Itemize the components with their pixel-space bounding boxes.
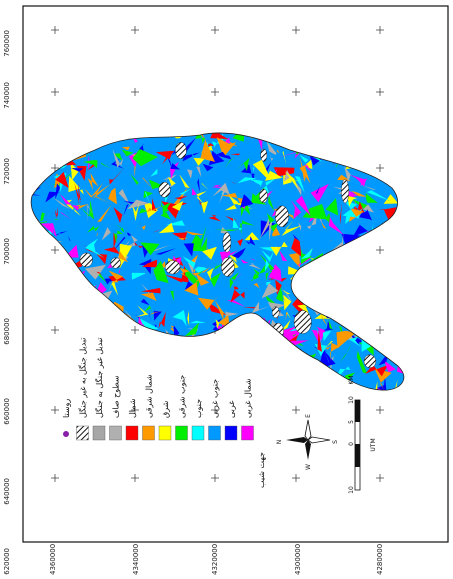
legend-label: تبدیل غیر جنگل به جنگل <box>94 338 104 419</box>
scale-tick: 10 <box>348 486 355 494</box>
legend-swatch <box>241 425 254 441</box>
x-axis-labels: 620000 640000 660000 680000 700000 72000… <box>3 30 11 575</box>
legend-item: غربی <box>224 401 238 441</box>
legend-label: جنوب <box>194 399 203 418</box>
legend-item: جنوب <box>191 399 205 441</box>
x-tick-label: 640000 <box>3 478 11 505</box>
legend-swatch <box>142 425 155 441</box>
legend-item: روستا <box>62 399 71 437</box>
y-tick-label: 4280000 <box>376 544 384 575</box>
compass-icon <box>286 437 308 443</box>
legend-swatch <box>208 425 221 441</box>
legend-label: شمال <box>128 398 137 418</box>
x-tick-label: 680000 <box>3 318 11 345</box>
scale-bar: 10 5 0 10 KM UTM <box>348 375 377 493</box>
legend-label: جنوب شرقی <box>178 375 187 418</box>
legend-swatch <box>175 425 188 441</box>
legend-swatch <box>158 425 172 441</box>
legend-item: سطوح صاف <box>109 375 122 441</box>
legend-item: شمال <box>125 398 139 441</box>
legend-swatch <box>92 425 106 441</box>
legend: جهت شیب روستا تبدیل جنگل به غیر جنگل تبدیل… <box>62 338 266 489</box>
east-label: E <box>305 414 312 418</box>
legend-label: شمال شرقی <box>145 374 154 418</box>
legend-swatch <box>63 431 69 437</box>
legend-swatch <box>191 425 205 441</box>
x-tick-label: 740000 <box>3 82 11 109</box>
y-axis-labels: 4360000 4340000 4320000 4300000 4280000 <box>49 544 384 575</box>
y-tick-label: 4340000 <box>132 544 140 575</box>
legend-title: جهت شیب <box>257 452 266 488</box>
legend-label: غربی <box>227 401 236 419</box>
y-tick-label: 4300000 <box>294 544 302 575</box>
x-tick-label: 620000 <box>3 548 11 575</box>
legend-item: جنوب شرقی <box>175 375 188 441</box>
north-label: N <box>276 440 283 445</box>
legend-item: تبدیل غیر جنگل به جنگل <box>92 338 106 441</box>
legend-label: جنوب غربی <box>211 379 220 418</box>
legend-item: جنوب غربی <box>208 379 221 441</box>
legend-label: شمال غربی <box>244 378 253 418</box>
legend-item: شمال شرقی <box>142 374 155 441</box>
legend-item: تبدیل جنگل به غیر جنگل <box>76 338 89 441</box>
legend-label: سطوح صاف <box>112 375 121 418</box>
scale-unit: KM <box>348 375 355 384</box>
study-area <box>30 132 405 391</box>
scale-tick: 10 <box>348 396 355 404</box>
legend-swatch <box>109 425 122 441</box>
south-label: S <box>332 440 339 444</box>
legend-label: تبدیل جنگل به غیر جنگل <box>78 338 88 419</box>
projection-label: UTM <box>370 438 377 451</box>
legend-swatch <box>76 425 89 441</box>
legend-item: شمال غربی <box>241 378 254 441</box>
legend-swatch <box>125 425 139 441</box>
legend-label: روستا <box>62 399 71 418</box>
legend-swatch <box>224 425 238 441</box>
map-frame <box>22 5 449 543</box>
west-label: W <box>305 464 312 470</box>
legend-item: شرق <box>158 400 172 441</box>
north-arrow: N E W S <box>276 414 339 470</box>
x-tick-label: 660000 <box>3 398 11 425</box>
y-tick-label: 4360000 <box>49 544 57 575</box>
scale-tick: 5 <box>348 420 355 424</box>
y-tick-label: 4320000 <box>211 544 219 575</box>
x-tick-label: 760000 <box>3 30 11 57</box>
scale-tick: 0 <box>348 442 355 446</box>
legend-label: شرق <box>161 400 170 418</box>
x-tick-label: 720000 <box>3 158 11 185</box>
x-tick-label: 700000 <box>3 238 11 265</box>
